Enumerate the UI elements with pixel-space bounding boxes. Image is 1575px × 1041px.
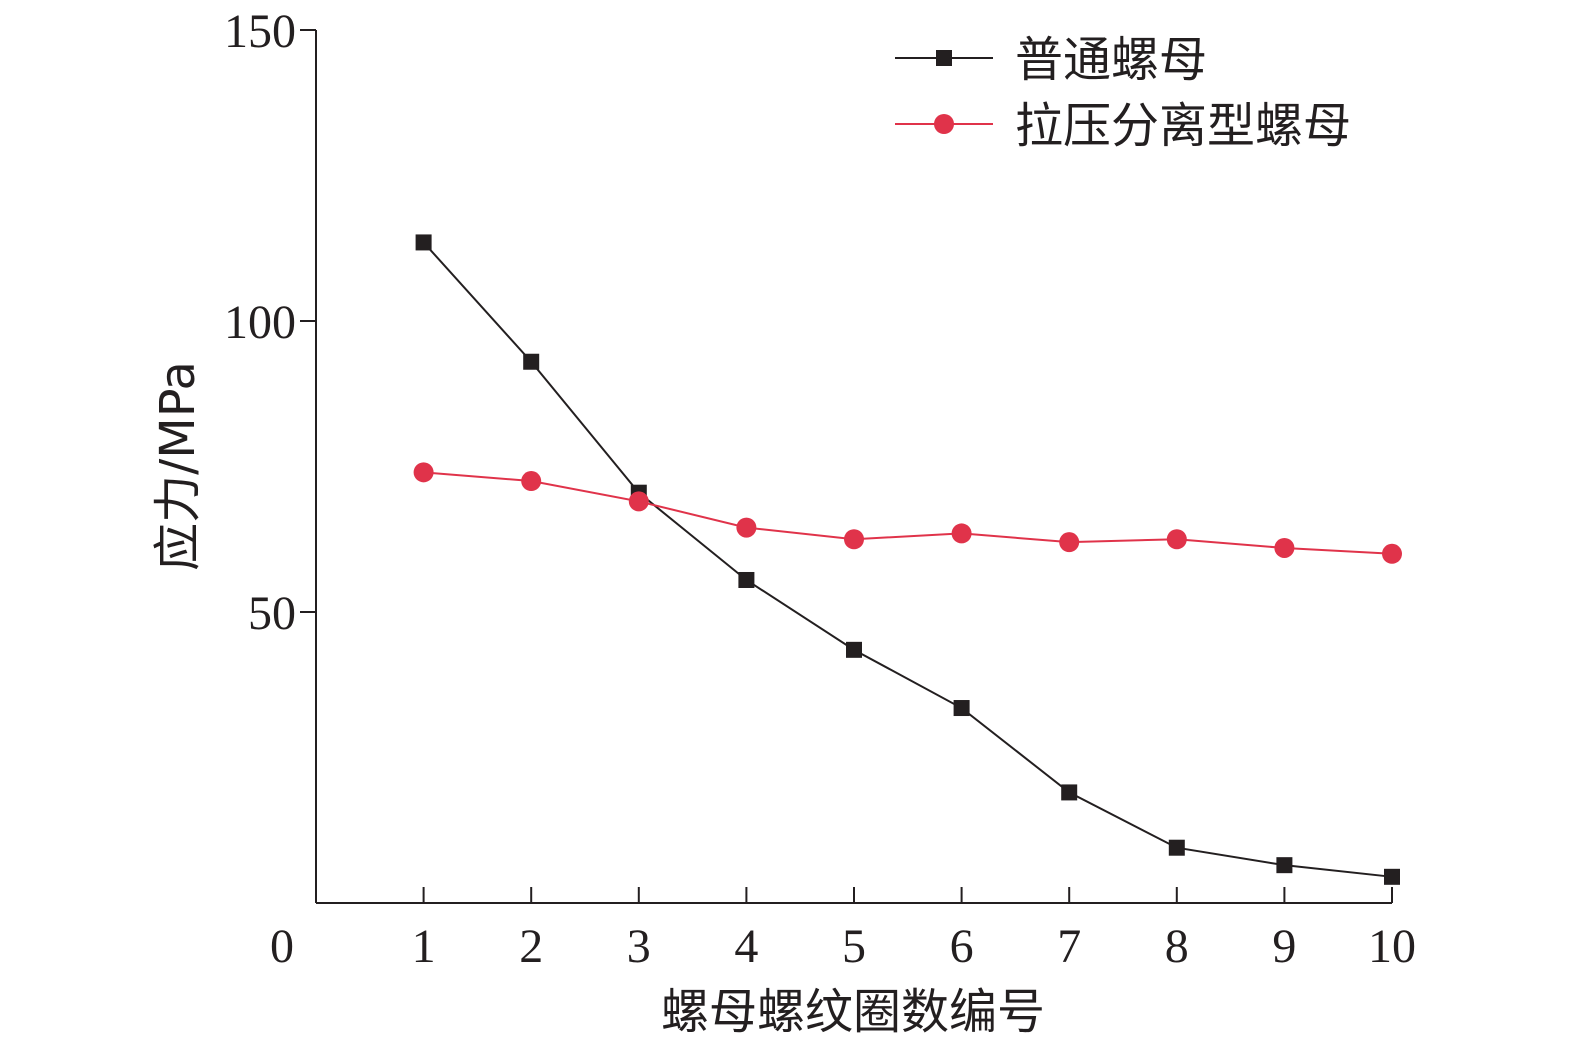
data-point [951,523,972,544]
x-ticks: 0 1 2 3 4 5 6 7 8 9 10 [270,887,1416,973]
y-tick-label: 100 [224,296,296,349]
y-ticks: 50 100 150 [224,5,316,640]
x-tick-label: 7 [1057,920,1081,973]
data-point [415,234,432,251]
data-point [736,517,757,538]
legend-item-1: 拉压分离型螺母 [895,98,1351,154]
axes [315,30,1392,904]
series-layer [413,234,1402,885]
data-point [628,491,649,512]
data-point [844,529,864,550]
data-point [1059,532,1080,553]
data-point [953,700,970,717]
data-point [1384,868,1400,885]
data-point [521,471,542,492]
y-tick-label: 50 [248,587,296,640]
legend: 普通螺母 拉压分离型螺母 [895,32,1351,154]
legend-marker-0 [936,50,952,66]
series-0 [415,234,1400,885]
data-point [1276,857,1293,874]
x-axis-title: 螺母螺纹圈数编号 [661,984,1045,1040]
y-tick-label: 150 [224,5,296,58]
data-point [1382,543,1402,564]
x-tick-label: 6 [950,920,974,973]
x-tick-label: 9 [1272,920,1296,973]
data-point [1061,784,1078,801]
series-1 [413,462,1402,564]
series-line [423,471,1393,555]
x-tick-label: 8 [1165,920,1189,973]
x-tick-label: 5 [842,920,866,973]
legend-label-1: 拉压分离型螺母 [1015,98,1351,154]
data-point [738,571,755,588]
x-tick-label: 4 [734,920,758,973]
data-point [1274,537,1295,558]
x-tick-label: 2 [519,920,543,973]
x-tick-label: 0 [270,920,294,973]
x-tick-label: 3 [627,920,651,973]
legend-item-0: 普通螺母 [895,32,1207,88]
y-axis-title: 应力/MPa [150,361,206,571]
data-point [413,462,434,483]
data-point [1166,529,1187,550]
legend-label-0: 普通螺母 [1015,32,1207,88]
legend-marker-1 [934,114,954,134]
data-point [1168,839,1185,856]
x-tick-label: 1 [412,920,436,973]
data-point [846,641,862,658]
x-tick-label: 10 [1368,920,1416,973]
data-point [523,353,540,370]
series-line [422,241,1393,878]
